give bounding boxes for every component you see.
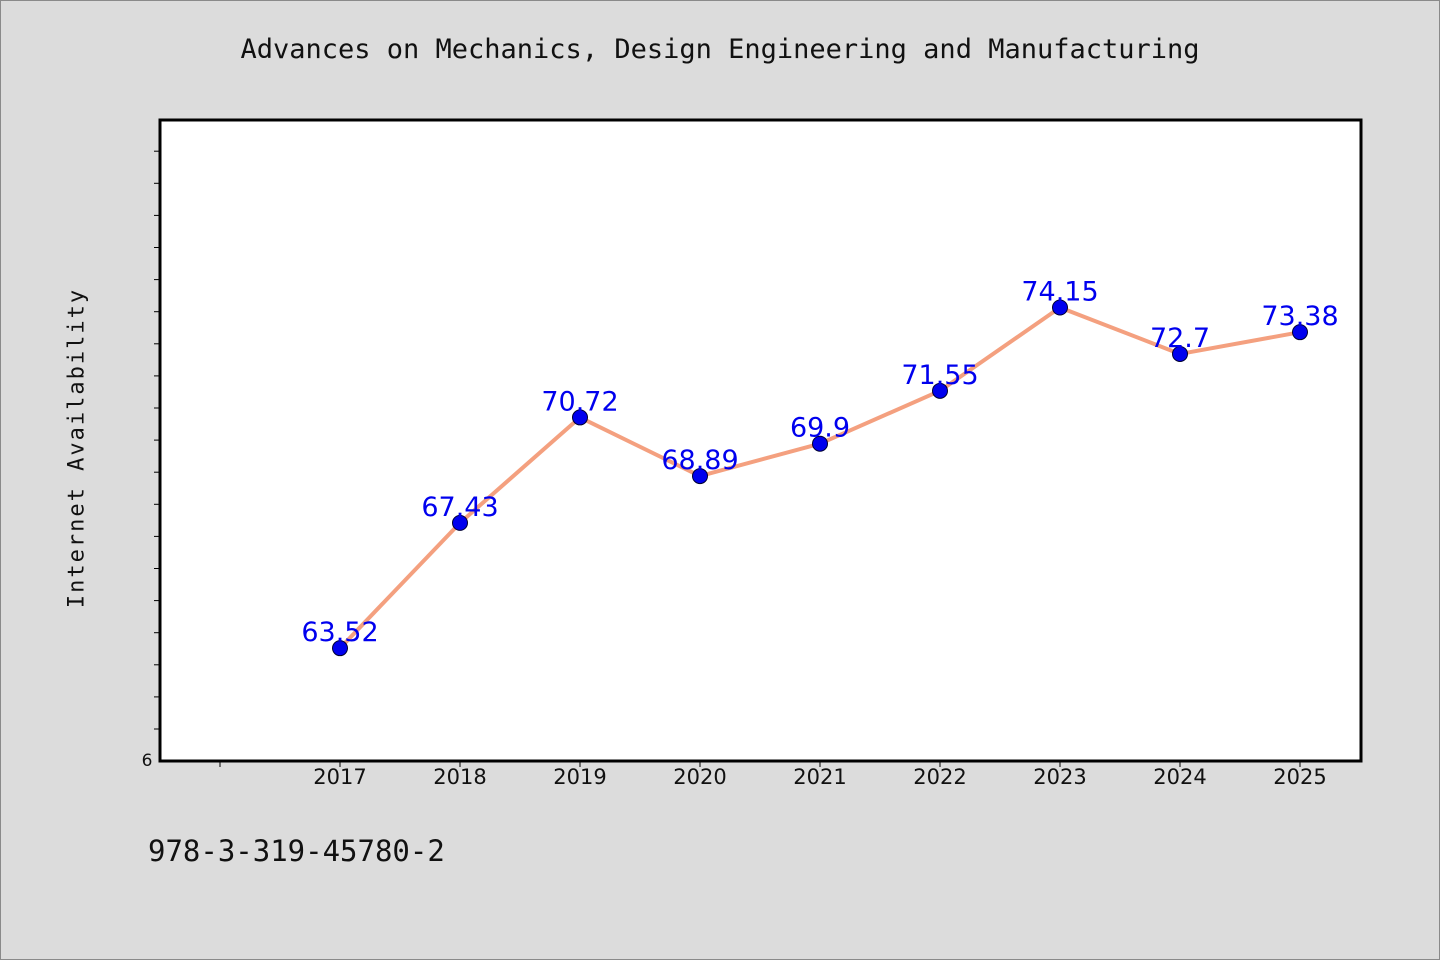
data-labels: 63.52 67.43 70.72 68.89 69.9 71.55 74.15 72.7 73…: [301, 276, 1338, 648]
data-point: [1172, 345, 1188, 362]
x-tick-label: 2019: [553, 765, 606, 789]
x-tick-label: 2022: [913, 765, 966, 789]
data-label: 73.38: [1261, 301, 1338, 332]
x-tick-label: 2024: [1153, 765, 1206, 789]
x-tick-label: 2023: [1033, 765, 1086, 789]
x-tick-label: 2018: [433, 765, 486, 789]
data-point: [332, 640, 348, 657]
x-tick-label: 2021: [793, 765, 846, 789]
chart-title: Advances on Mechanics, Design Engineerin…: [240, 34, 1200, 65]
x-axis-ticks: [219, 761, 1301, 767]
x-tick-label: 2017: [313, 765, 366, 789]
plot-area: [158, 118, 1363, 763]
x-tick-label: 2025: [1273, 765, 1326, 789]
data-point: [572, 409, 588, 426]
data-label: 68.89: [661, 445, 738, 476]
data-label: 69.9: [790, 413, 850, 444]
data-label: 67.43: [421, 492, 498, 523]
data-label: 71.55: [901, 360, 978, 391]
x-tick-label: 2020: [673, 765, 726, 789]
data-point: [812, 435, 828, 452]
data-label: 63.52: [301, 617, 378, 648]
data-point: [692, 468, 708, 485]
data-label: 74.15: [1021, 276, 1098, 307]
y-axis-ticks: [154, 150, 160, 730]
isbn-text: 978-3-319-45780-2: [148, 834, 445, 868]
data-point: [932, 382, 948, 399]
data-points: [332, 299, 1308, 657]
data-label: 70.72: [541, 386, 618, 417]
data-label: 72.7: [1150, 323, 1210, 354]
x-tick-labels: 2017 2018 2019 2020 2021 2022 2023 2024 2025: [313, 765, 1326, 789]
data-point: [1292, 324, 1308, 341]
data-point: [452, 514, 468, 531]
data-point: [1052, 299, 1068, 316]
y-tick-label: 6: [142, 751, 153, 771]
